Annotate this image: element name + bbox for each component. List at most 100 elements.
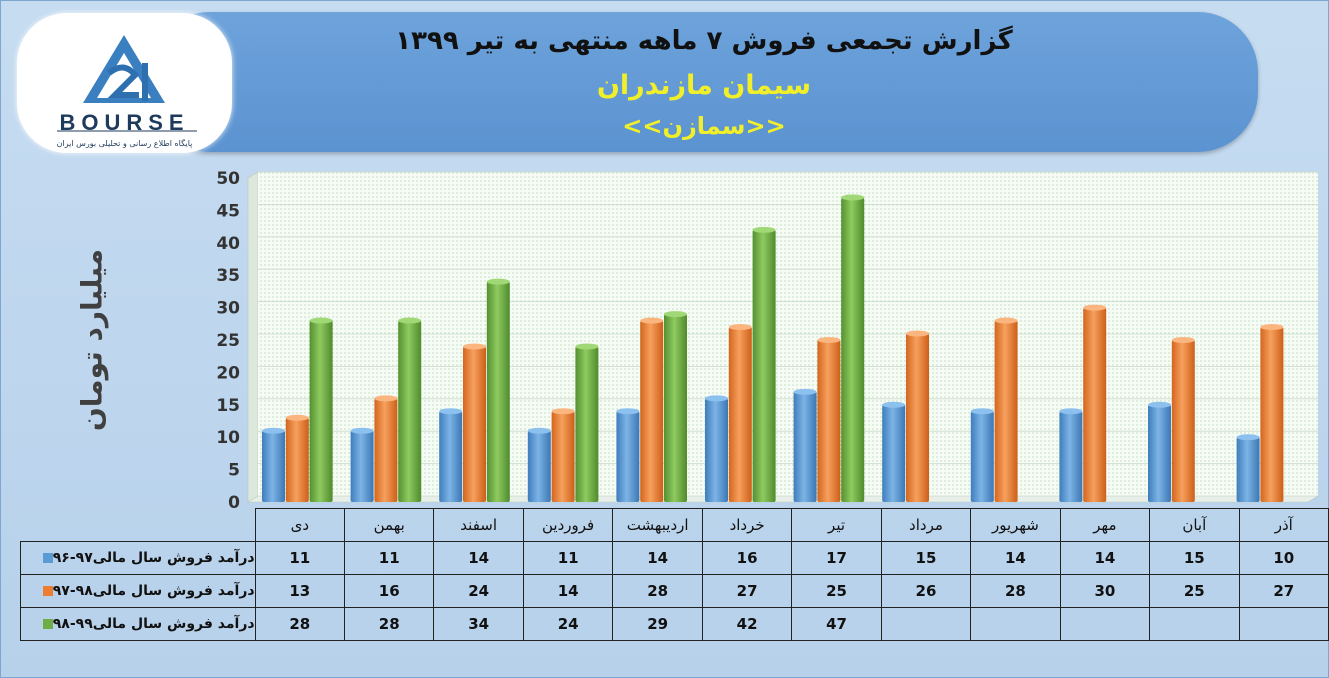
- data-label: 15: [1149, 541, 1240, 575]
- data-label: 30: [1059, 574, 1151, 608]
- bar-top: [1083, 304, 1107, 311]
- data-table: دی بهمن اسفند فروردین اردیبهشت خرداد تیر مرداد ش…: [20, 508, 1329, 641]
- y-tick-label: 35: [216, 266, 240, 286]
- bourse24-logo-mark: [57, 35, 197, 132]
- bar: [705, 395, 728, 502]
- bar-body: [728, 327, 752, 502]
- data-label: 27: [1238, 574, 1329, 608]
- y-tick-label: 5: [228, 461, 240, 481]
- bar-top: [817, 337, 841, 343]
- series-name: درآمد فروش سال مالی۹۹-۹۸: [52, 616, 255, 632]
- legend-swatch: [42, 619, 53, 629]
- bar: [262, 427, 285, 502]
- category-label: آذر: [1238, 508, 1329, 542]
- bar-body: [752, 229, 776, 502]
- bourse24-logo: BOURSE پایگاه اطلاع رسانی و تحلیلی بورس …: [17, 13, 232, 153]
- bar-top: [728, 324, 752, 331]
- bar-top: [882, 401, 906, 408]
- bar: [1260, 324, 1284, 502]
- data-label: 14: [1059, 541, 1151, 575]
- bar: [640, 317, 664, 502]
- bar-top: [616, 408, 640, 415]
- data-label: 25: [1149, 574, 1240, 608]
- bar: [551, 408, 575, 502]
- legend-swatch: [42, 586, 53, 596]
- bar-top: [994, 317, 1018, 324]
- bar: [398, 317, 422, 502]
- series-name: درآمد فروش سال مالی۹۸-۹۷: [52, 583, 255, 599]
- data-label: 15: [880, 541, 972, 575]
- bar-body: [664, 314, 687, 502]
- bar: [527, 427, 551, 502]
- y-tick-label: 25: [216, 331, 240, 351]
- bar-top: [262, 427, 285, 434]
- bar-top: [1236, 434, 1260, 441]
- data-label: 24: [522, 607, 614, 641]
- data-label: 16: [343, 574, 435, 608]
- bar: [882, 401, 906, 502]
- data-label: 25: [791, 574, 882, 608]
- data-label: 24: [433, 574, 524, 608]
- bar-body: [970, 411, 994, 502]
- bar: [309, 317, 333, 502]
- bar: [970, 408, 994, 502]
- category-label: اسفند: [433, 508, 524, 542]
- bar: [439, 408, 463, 502]
- bar-body: [1148, 404, 1171, 502]
- bar-top: [551, 408, 575, 415]
- bar-top: [1148, 401, 1171, 408]
- data-label: [970, 607, 1061, 641]
- series-label: درآمد فروش سال مالی۹۹-۹۸: [20, 607, 256, 641]
- data-label: 13: [254, 574, 346, 608]
- bar-body: [309, 320, 333, 502]
- bar-body: [994, 320, 1018, 502]
- bar-top: [705, 395, 728, 402]
- data-label: 26: [880, 574, 972, 608]
- series-label: درآمد فروش سال مالی۹۸-۹۷: [20, 574, 256, 608]
- bar: [374, 395, 398, 502]
- data-label: 17: [791, 541, 882, 575]
- data-label: 34: [433, 607, 524, 641]
- y-tick-label: 30: [216, 299, 240, 319]
- bar: [575, 343, 599, 502]
- y-tick-label: 0: [228, 493, 240, 513]
- gridlines: [258, 171, 1318, 465]
- report-title: گزارش تجمعی فروش ۷ ماهه منتهی به تیر ۱۳۹…: [395, 26, 1013, 56]
- title-banner: گزارش تجمعی فروش ۷ ماهه منتهی به تیر ۱۳۹…: [150, 12, 1258, 152]
- y-tick-label: 45: [216, 201, 240, 221]
- bar: [728, 324, 752, 502]
- plot-floor: [246, 495, 1320, 503]
- bar: [752, 226, 776, 502]
- bar-top: [463, 343, 486, 350]
- bar-series: [262, 194, 1284, 502]
- bar-body: [882, 404, 906, 502]
- data-label: 14: [612, 541, 703, 575]
- category-label: دی: [254, 508, 346, 542]
- bar-body: [551, 411, 575, 502]
- bar: [841, 194, 865, 502]
- series-label: درآمد فروش سال مالی۹۷-۹۶: [20, 541, 256, 575]
- data-label: 28: [612, 574, 703, 608]
- data-label: [1149, 607, 1240, 641]
- series-name: درآمد فروش سال مالی۹۷-۹۶: [52, 550, 255, 566]
- table-row: درآمد فروش سال مالی۹۸-۹۷ 13 16 24 14 28 27 25 26…: [20, 574, 1329, 608]
- data-label: 28: [970, 574, 1061, 608]
- y-axis-ticks: 0 5 10 15 20 25 30 35 40 45 50: [216, 169, 240, 513]
- category-label: بهمن: [343, 508, 435, 542]
- legend-swatch: [42, 553, 53, 563]
- table-corner: [20, 508, 256, 542]
- y-tick-label: 15: [216, 396, 240, 416]
- data-label: 28: [343, 607, 435, 641]
- data-label: 47: [791, 607, 882, 641]
- bar-top: [309, 317, 333, 324]
- bar-body: [374, 398, 398, 502]
- category-label: فروردین: [522, 508, 614, 542]
- bar-body: [616, 411, 640, 502]
- bar-body: [841, 197, 865, 502]
- bar-body: [793, 391, 817, 502]
- y-tick-label: 40: [216, 234, 240, 254]
- bar-body: [285, 417, 309, 502]
- bar-body: [705, 398, 728, 502]
- bar-top: [640, 317, 664, 324]
- bar-top: [575, 343, 599, 350]
